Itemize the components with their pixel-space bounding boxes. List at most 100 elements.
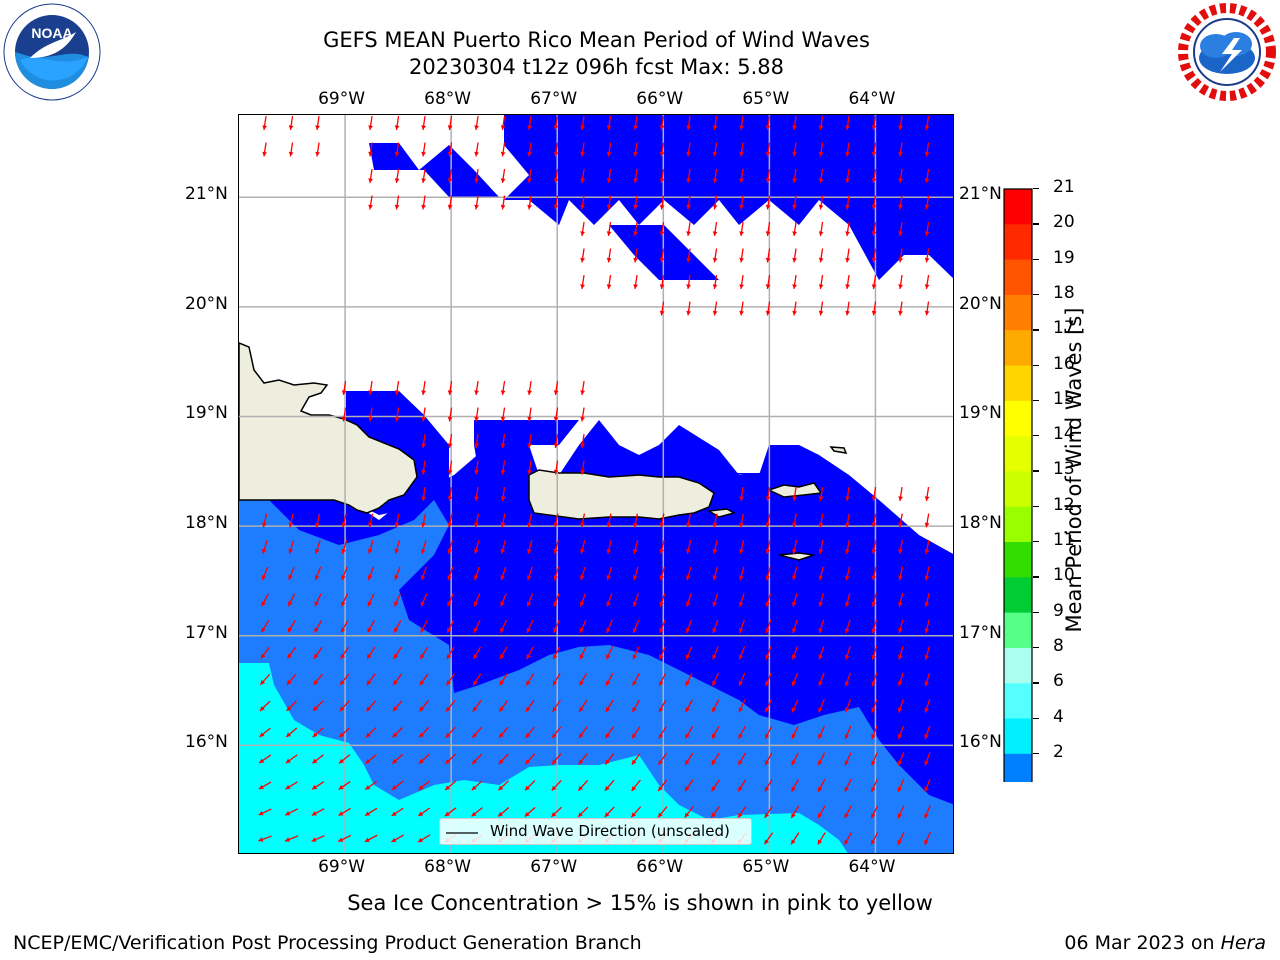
wind-wave-arrow <box>712 301 718 316</box>
wind-wave-arrow <box>527 195 532 210</box>
wind-wave-arrow <box>898 115 903 131</box>
wind-wave-arrow <box>845 540 851 554</box>
wind-wave-arrow <box>421 486 426 502</box>
wind-wave-arrow <box>340 593 349 607</box>
wind-wave-arrow <box>500 407 506 422</box>
wind-wave-arrow <box>258 781 272 790</box>
wind-wave-arrow <box>392 700 403 712</box>
wind-wave-arrow <box>633 115 638 131</box>
wind-wave-arrow <box>737 752 747 766</box>
wind-wave-arrow <box>924 752 931 766</box>
wind-wave-arrow <box>738 672 746 687</box>
wind-wave-arrow <box>871 168 877 184</box>
wind-wave-arrow <box>871 619 878 634</box>
wind-wave-arrow <box>817 752 826 766</box>
colorbar-segment <box>1004 259 1032 296</box>
wind-wave-arrow <box>632 566 639 581</box>
colorbar-tick-mark <box>1033 682 1039 684</box>
colorbar-tick-label: 9 <box>1053 600 1064 621</box>
wind-wave-arrow <box>845 593 851 607</box>
wind-wave-arrow <box>765 248 771 263</box>
wind-wave-arrow <box>764 779 773 792</box>
wind-wave-arrow <box>631 699 641 713</box>
wind-wave-arrow <box>606 221 612 237</box>
wind-wave-arrow <box>604 806 615 818</box>
wind-wave-arrow <box>818 301 824 316</box>
wind-wave-arrow <box>871 566 877 581</box>
wind-wave-arrow <box>845 115 850 131</box>
wind-wave-arrow <box>924 699 931 713</box>
legend-line-icon <box>446 832 478 834</box>
wind-wave-arrow <box>580 248 585 263</box>
wind-wave-arrow <box>526 593 534 607</box>
colorbar-label-text: Mean Period of Wind Waves [s] <box>1062 307 1086 633</box>
wind-wave-arrow <box>527 380 532 396</box>
island-land <box>829 446 848 454</box>
wind-wave-arrow <box>712 168 718 184</box>
wind-wave-arrow <box>394 115 400 131</box>
wind-wave-arrow <box>630 806 642 818</box>
wind-wave-arrow <box>871 699 878 713</box>
wind-wave-arrow <box>553 540 559 554</box>
wind-wave-arrow <box>314 593 322 607</box>
wind-wave-arrow <box>526 646 534 660</box>
wind-wave-arrow <box>262 115 267 131</box>
colorbar-tick-label: 17 <box>1053 318 1075 339</box>
wind-wave-arrow <box>845 248 850 263</box>
wind-wave-arrow <box>845 142 850 157</box>
wind-wave-arrow <box>659 540 665 554</box>
wind-wave-arrow <box>845 301 850 316</box>
wind-wave-arrow <box>631 779 641 792</box>
noaa-logo: NOAA <box>2 2 102 102</box>
wind-wave-arrow <box>898 168 903 184</box>
wind-wave-arrow <box>764 805 773 819</box>
wind-wave-arrow <box>871 646 878 660</box>
contour-6-8 <box>239 663 848 853</box>
wind-wave-arrow <box>417 807 431 817</box>
st-croix-land <box>778 552 815 561</box>
colorbar-tick-mark <box>1033 611 1039 613</box>
wind-wave-arrow <box>261 593 269 607</box>
colorbar-tick-label: 6 <box>1053 671 1064 692</box>
wind-wave-arrow <box>474 115 479 131</box>
wind-wave-arrow <box>659 274 665 290</box>
wind-wave-arrow <box>500 460 506 475</box>
wind-wave-arrow <box>553 460 559 475</box>
wind-wave-arrow <box>765 566 771 581</box>
wind-wave-arrow <box>739 221 744 237</box>
wind-wave-arrow <box>898 142 903 157</box>
colorbar-tick-mark <box>1033 258 1039 260</box>
wind-wave-arrow <box>633 142 638 157</box>
wind-wave-arrow <box>844 619 851 634</box>
wind-wave-arrow <box>259 700 271 712</box>
wind-wave-arrow <box>338 807 351 817</box>
wind-wave-arrow <box>818 486 824 502</box>
wind-wave-arrow <box>844 672 851 687</box>
wind-wave-arrow <box>474 460 479 475</box>
lon-bot-label: 64°W <box>848 857 896 877</box>
wind-wave-arrow <box>445 700 456 712</box>
wind-wave-arrow <box>659 221 665 237</box>
wind-wave-arrow <box>421 407 426 422</box>
wind-wave-arrow <box>686 513 691 528</box>
wind-wave-arrow <box>712 248 718 263</box>
wind-wave-arrow <box>578 726 588 739</box>
wind-wave-arrow <box>791 672 799 687</box>
wind-wave-arrow <box>898 274 903 290</box>
wind-wave-arrow <box>447 593 454 607</box>
colorbar-tick-label: 14 <box>1053 424 1075 445</box>
wind-wave-arrow <box>792 486 797 502</box>
wind-wave-arrow <box>605 646 614 660</box>
wind-wave-arrow <box>499 646 508 660</box>
colorbar-tick-label: 8 <box>1053 635 1064 656</box>
wind-wave-arrow <box>739 540 745 554</box>
wind-wave-arrow <box>604 753 615 765</box>
wind-wave-arrow <box>633 513 639 528</box>
wind-wave-arrow <box>500 566 507 581</box>
wind-wave-arrow <box>500 593 507 607</box>
wind-wave-arrow <box>712 646 719 660</box>
wind-wave-arrow <box>368 168 373 184</box>
wind-wave-arrow <box>924 274 930 290</box>
wind-wave-arrow <box>314 566 322 581</box>
wind-wave-arrow <box>764 725 773 740</box>
